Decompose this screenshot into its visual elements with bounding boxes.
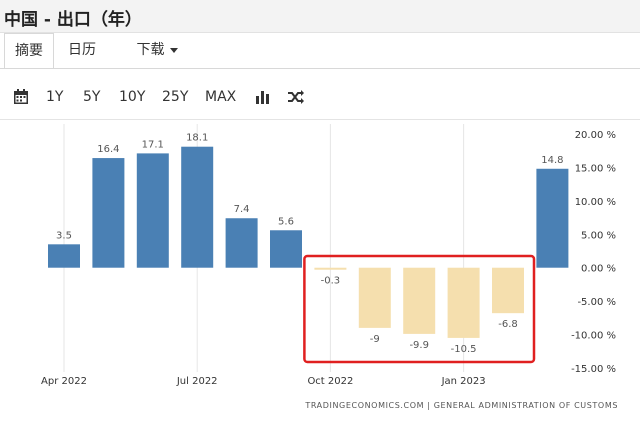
data-label: -6.8 [498, 319, 518, 330]
range-5y-button[interactable]: 5Y [83, 89, 101, 105]
chart-toolbar: 1Y 5Y 10Y 25Y MAX [0, 80, 640, 114]
tabs-divider [0, 68, 640, 69]
range-max-button[interactable]: MAX [205, 89, 237, 105]
bar [136, 153, 169, 268]
y-tick-label: 0.00 % [581, 264, 616, 275]
y-tick-label: 20.00 % [575, 130, 616, 141]
data-label: 3.5 [56, 230, 72, 241]
y-tick-label: -5.00 % [577, 297, 616, 308]
shuffle-icon[interactable] [287, 88, 305, 106]
tab-summary-label: 摘要 [15, 43, 43, 59]
bar [492, 267, 524, 314]
calendar-icon[interactable] [12, 88, 30, 106]
tab-download[interactable]: 下载 [126, 33, 188, 67]
data-label: 7.4 [234, 204, 250, 215]
y-tick-label: -10.00 % [571, 331, 616, 342]
tab-calendar-label: 日历 [68, 42, 96, 58]
data-label: 14.8 [541, 155, 563, 166]
range-25y-button[interactable]: 25Y [162, 89, 189, 105]
bar [403, 267, 436, 334]
bar [181, 146, 214, 268]
bar [92, 158, 125, 268]
y-tick-label: 10.00 % [575, 197, 616, 208]
chevron-down-icon [169, 47, 178, 53]
bar [536, 168, 569, 268]
bar [225, 218, 258, 268]
data-label: 17.1 [142, 139, 164, 150]
data-label: 18.1 [186, 133, 208, 144]
range-1y-button[interactable]: 1Y [46, 89, 64, 105]
bar [314, 267, 347, 270]
data-label: -9.9 [409, 340, 429, 351]
tab-summary[interactable]: 摘要 [4, 33, 54, 69]
data-label: -9 [370, 334, 380, 345]
bar [270, 230, 302, 268]
x-tick-label: Oct 2022 [307, 376, 353, 387]
x-tick-label: Jul 2022 [176, 376, 218, 387]
x-tick-label: Jan 2023 [441, 376, 486, 387]
highlight-box [303, 254, 536, 364]
tab-calendar[interactable]: 日历 [58, 33, 106, 67]
title-bar: 中国 - 出口（年） [0, 0, 640, 33]
y-tick-label: 15.00 % [575, 163, 616, 174]
bar [358, 267, 391, 328]
range-10y-button[interactable]: 10Y [119, 89, 146, 105]
data-label: -0.3 [321, 276, 341, 287]
data-label: 16.4 [97, 144, 119, 155]
bar-chart-icon[interactable] [254, 88, 272, 106]
tab-download-label: 下载 [136, 42, 165, 58]
bar [447, 267, 480, 338]
page-title: 中国 - 出口（年） [4, 10, 142, 30]
tab-bar: 摘要 日历 下载 [0, 33, 640, 69]
y-tick-label: 5.00 % [581, 230, 616, 241]
data-label: 5.6 [278, 216, 294, 227]
y-tick-label: -15.00 % [571, 364, 616, 375]
exports-bar-chart: Apr 2022 Jul 2022 Oct 2022 Jan 2023 20.00 % 1… [41, 124, 616, 387]
x-tick-label: Apr 2022 [41, 376, 87, 387]
toolbar-divider [0, 119, 640, 120]
data-label: -10.5 [451, 344, 477, 355]
bar [48, 244, 80, 268]
source-attribution: TRADINGECONOMICS.COM | GENERAL ADMINISTR… [305, 401, 618, 410]
